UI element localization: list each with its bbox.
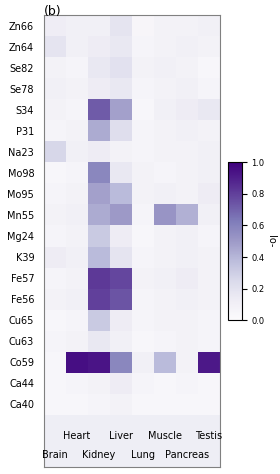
- Text: (b): (b): [44, 5, 62, 18]
- Text: Testis: Testis: [195, 431, 222, 441]
- Y-axis label: Io-: Io-: [266, 235, 276, 247]
- Text: Heart: Heart: [63, 431, 90, 441]
- Text: Pancreas: Pancreas: [165, 450, 209, 460]
- Text: Brain: Brain: [42, 450, 68, 460]
- Text: Liver: Liver: [109, 431, 133, 441]
- Text: Kidney: Kidney: [82, 450, 115, 460]
- Text: Lung: Lung: [131, 450, 155, 460]
- Text: Muscle: Muscle: [148, 431, 182, 441]
